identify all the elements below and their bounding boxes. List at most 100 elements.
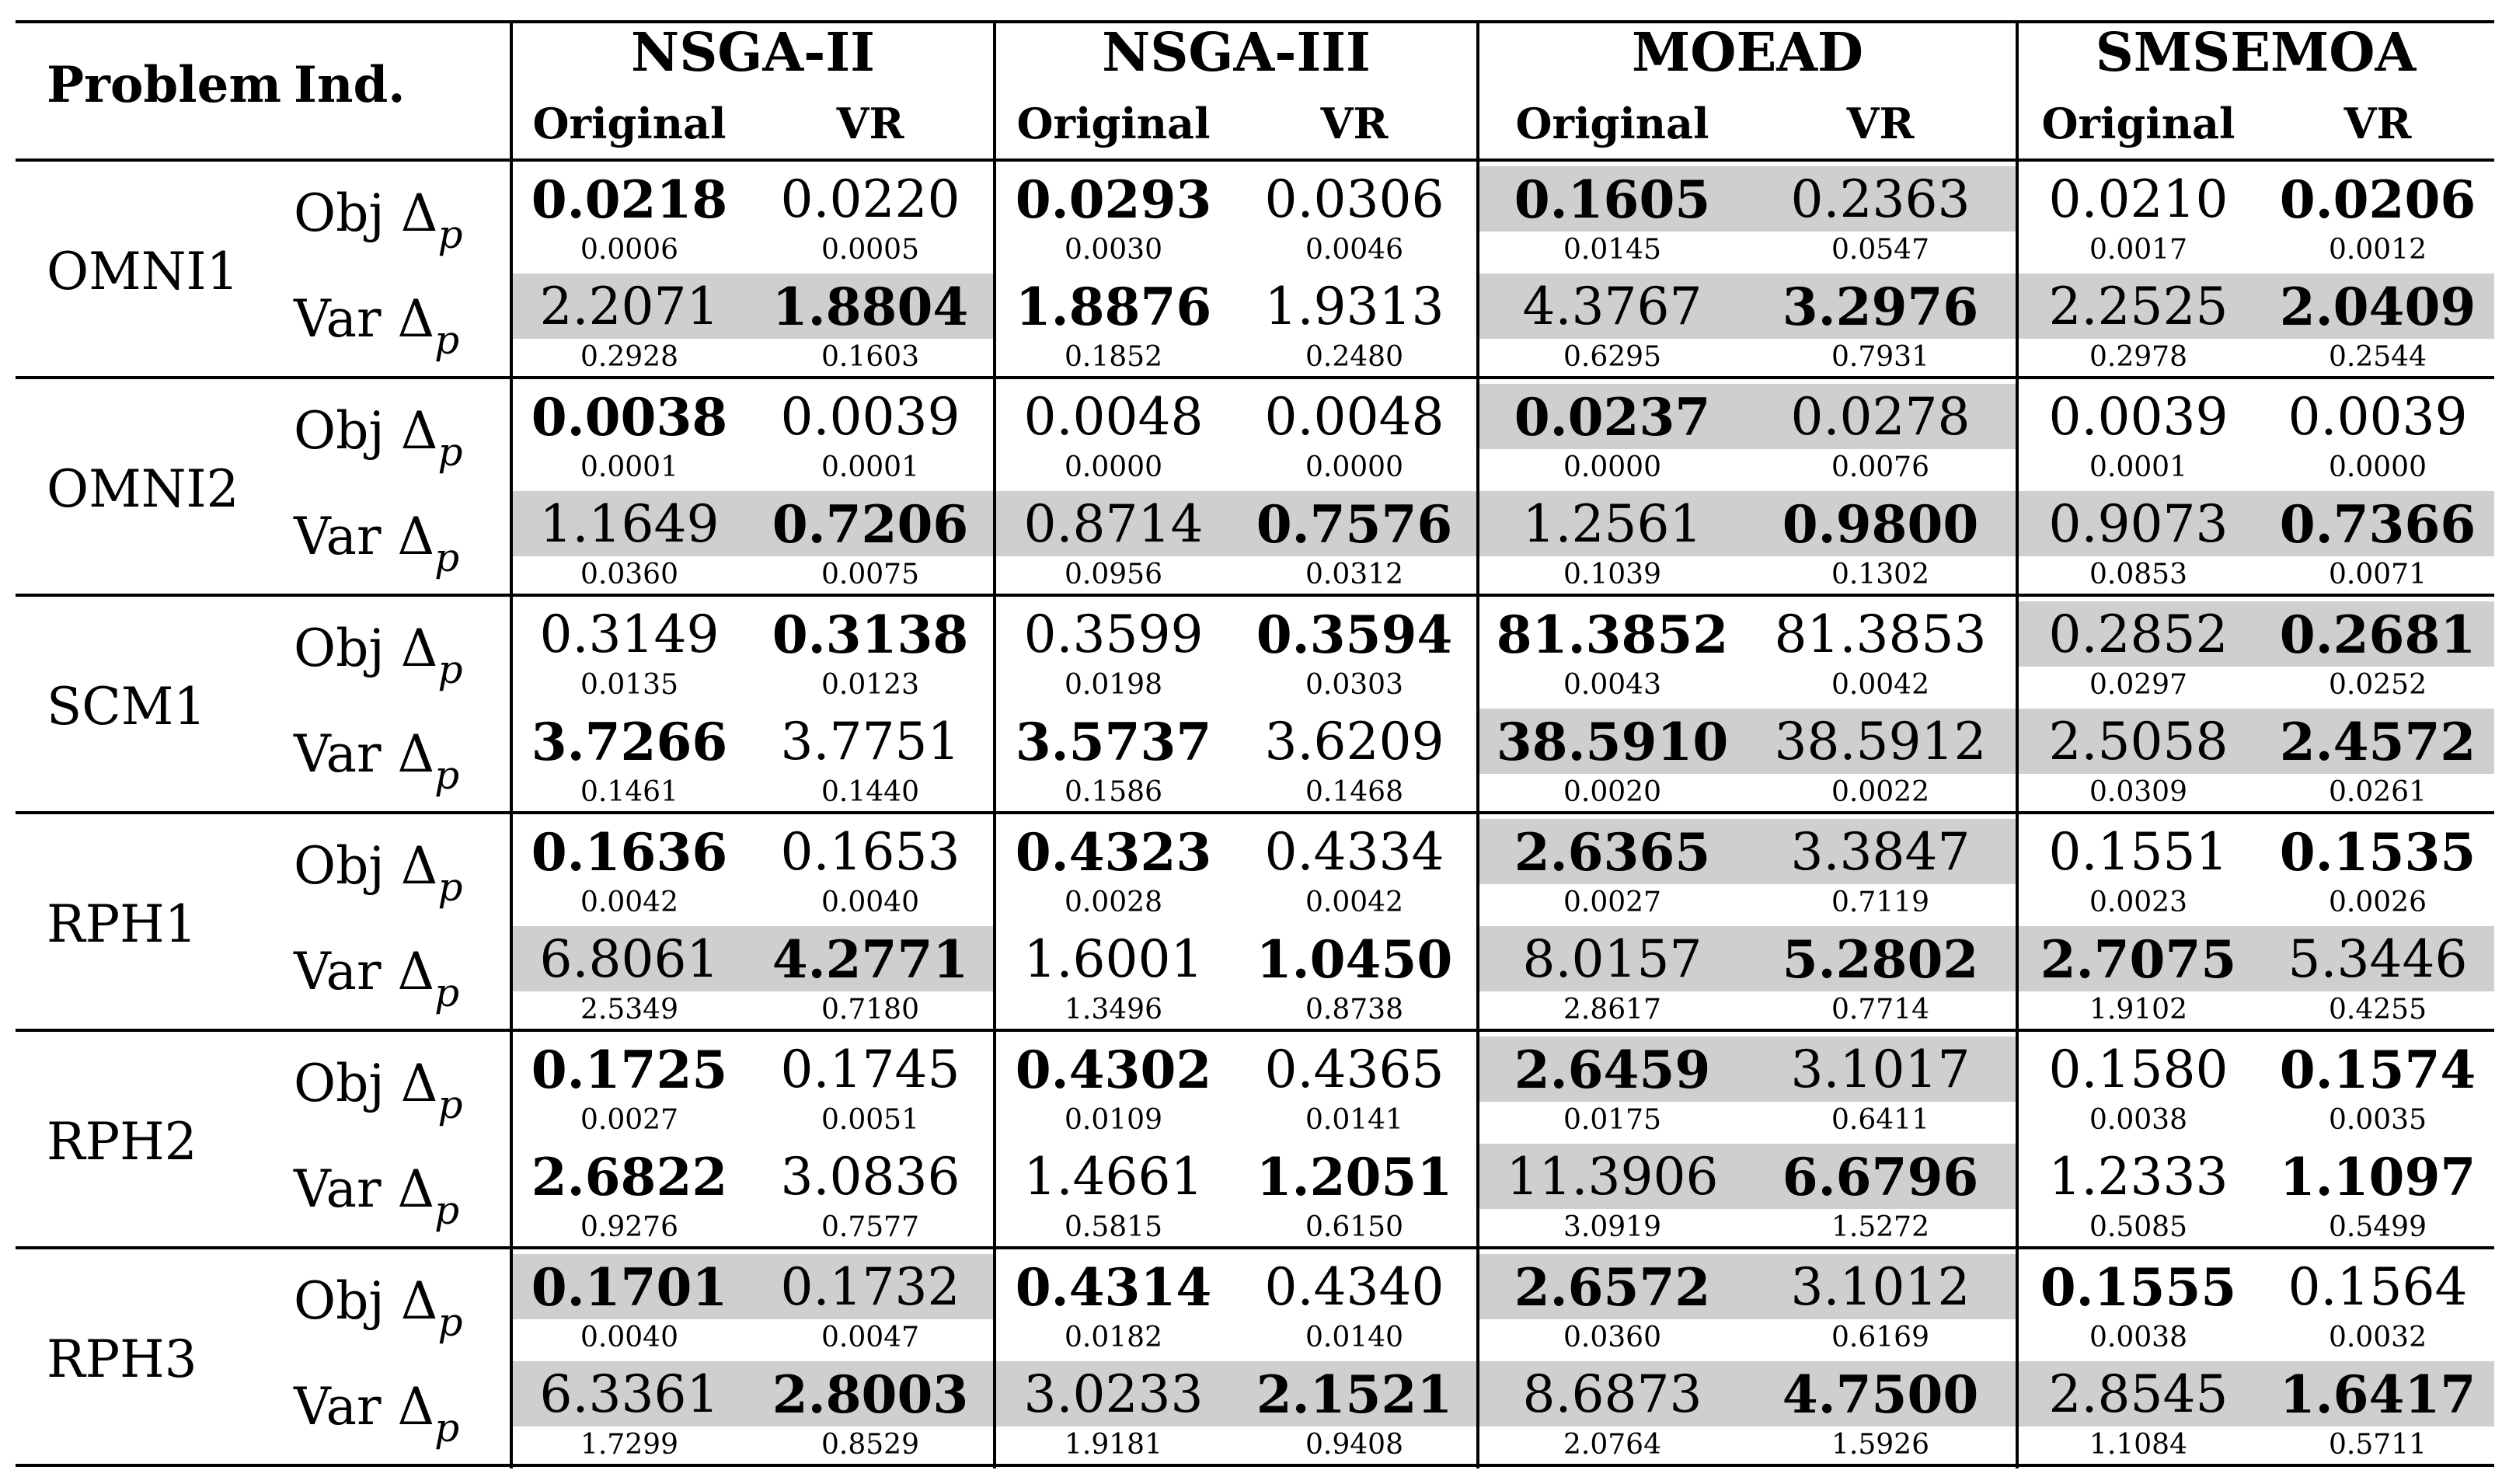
mean-value: 0.3594	[1256, 604, 1453, 665]
std-value: 0.1302	[1831, 559, 1929, 590]
mean-value: 0.8714	[1023, 494, 1204, 554]
std-value: 0.0012	[2329, 234, 2427, 266]
std-value: 0.1468	[1305, 776, 1403, 808]
obj-indicator-text: Obj Δ	[294, 618, 438, 678]
var-indicator-text: Var Δ	[294, 1377, 435, 1437]
mean-value: 1.2333	[2048, 1147, 2228, 1207]
std-value: 0.0956	[1065, 559, 1162, 590]
std-value: 0.0042	[1831, 669, 1929, 701]
mean-value: 0.9800	[1782, 494, 1979, 555]
row-separator	[16, 594, 2494, 597]
indicator-subscript: p	[434, 1406, 460, 1451]
mean-value: 1.0450	[1256, 929, 1453, 990]
std-value: 0.8738	[1305, 994, 1403, 1026]
std-value: 0.0000	[1563, 451, 1661, 483]
std-value: 0.7714	[1831, 994, 1929, 1026]
mean-value: 0.0220	[780, 169, 960, 229]
obj-indicator-text: Obj Δ	[294, 401, 438, 461]
mean-value: 3.7266	[531, 712, 728, 772]
mean-value: 6.8061	[539, 929, 720, 989]
std-value: 0.0109	[1065, 1104, 1162, 1136]
mean-value: 0.1555	[2040, 1257, 2237, 1318]
mean-value: 2.6459	[1514, 1040, 1711, 1100]
shaded-cell-omni2-var-3	[2017, 491, 2494, 556]
std-value: 0.2978	[2089, 341, 2187, 373]
mean-value: 0.1551	[2048, 822, 2228, 882]
mean-value: 3.3847	[1790, 822, 1971, 882]
var-indicator-text: Var Δ	[294, 1159, 435, 1219]
std-value: 0.0853	[2089, 559, 2187, 590]
mean-value: 0.3599	[1023, 604, 1204, 664]
std-value: 0.1603	[821, 341, 919, 373]
std-value: 0.0547	[1831, 234, 1929, 266]
subcolumn-header: VR	[2343, 99, 2412, 148]
problem-label-omni2: OMNI2	[47, 459, 239, 519]
std-value: 0.0042	[580, 887, 678, 918]
std-value: 2.0764	[1563, 1429, 1661, 1461]
subcolumn-header: VR	[836, 99, 904, 148]
std-value: 0.0140	[1305, 1322, 1403, 1353]
mean-value: 0.3149	[539, 604, 720, 664]
mean-value: 0.0293	[1015, 169, 1212, 230]
std-value: 0.0309	[2089, 776, 2187, 808]
obj-indicator-text: Obj Δ	[294, 1054, 438, 1113]
mean-value: 0.1725	[531, 1040, 728, 1100]
std-value: 0.0035	[2329, 1104, 2427, 1136]
indicator-subscript: p	[437, 865, 463, 910]
mean-value: 0.4314	[1015, 1257, 1212, 1318]
mean-value: 6.6796	[1782, 1147, 1979, 1207]
std-value: 0.2480	[1305, 341, 1403, 373]
mean-value: 0.1574	[2279, 1040, 2476, 1100]
std-value: 0.0000	[1305, 451, 1403, 483]
mean-value: 1.1649	[539, 494, 720, 554]
obj-indicator-text: Obj Δ	[294, 183, 438, 243]
std-value: 0.0312	[1305, 559, 1403, 590]
std-value: 0.1852	[1065, 341, 1162, 373]
std-value: 0.0005	[821, 234, 919, 266]
mean-value: 1.6001	[1023, 929, 1204, 989]
problem-label-rph1: RPH1	[47, 894, 197, 954]
mean-value: 0.0206	[2279, 169, 2476, 230]
std-value: 1.9102	[2089, 994, 2187, 1026]
mean-value: 1.1097	[2279, 1147, 2476, 1207]
mean-value: 0.0039	[2288, 387, 2468, 447]
std-value: 0.0198	[1065, 669, 1162, 701]
indicator-subscript: p	[434, 535, 460, 580]
subcolumn-header: VR	[1320, 99, 1389, 148]
indicator-subscript: p	[437, 647, 463, 692]
shaded-cell-omni1-var-3	[2017, 273, 2494, 339]
mean-value: 81.3852	[1496, 604, 1729, 665]
subcolumn-header: Original	[2041, 99, 2235, 148]
std-value: 0.0042	[1305, 887, 1403, 918]
std-value: 0.7119	[1831, 887, 1929, 918]
std-value: 0.1440	[821, 776, 919, 808]
row-separator	[16, 376, 2494, 379]
mean-value: 0.0306	[1264, 169, 1444, 229]
std-value: 0.0075	[821, 559, 919, 590]
var-indicator-text: Var Δ	[294, 289, 435, 349]
shaded-cell-rph3-var-2	[1478, 1361, 2017, 1427]
mean-value: 2.4572	[2279, 712, 2476, 772]
std-value: 0.0028	[1065, 887, 1162, 918]
mean-value: 3.5737	[1015, 712, 1212, 772]
std-value: 1.5926	[1831, 1429, 1929, 1461]
std-value: 0.2544	[2329, 341, 2427, 373]
mean-value: 11.3906	[1506, 1147, 1719, 1207]
mean-value: 2.6572	[1514, 1257, 1711, 1318]
std-value: 0.0020	[1563, 776, 1661, 808]
mean-value: 0.1580	[2048, 1040, 2228, 1099]
std-value: 0.6295	[1563, 341, 1661, 373]
mean-value: 1.8804	[772, 277, 969, 337]
std-value: 0.2928	[580, 341, 678, 373]
std-value: 0.0027	[580, 1104, 678, 1136]
std-value: 0.0047	[821, 1322, 919, 1353]
std-value: 0.7180	[821, 994, 919, 1026]
std-value: 0.5711	[2329, 1429, 2427, 1461]
column-separator	[1476, 20, 1479, 1468]
shaded-cell-rph1-var-3	[2017, 926, 2494, 991]
mean-value: 0.2852	[2048, 604, 2228, 664]
mean-value: 2.1521	[1256, 1364, 1453, 1425]
mean-value: 0.4365	[1264, 1040, 1444, 1099]
std-value: 1.7299	[580, 1429, 678, 1461]
shaded-cell-rph3-var-3	[2017, 1361, 2494, 1427]
